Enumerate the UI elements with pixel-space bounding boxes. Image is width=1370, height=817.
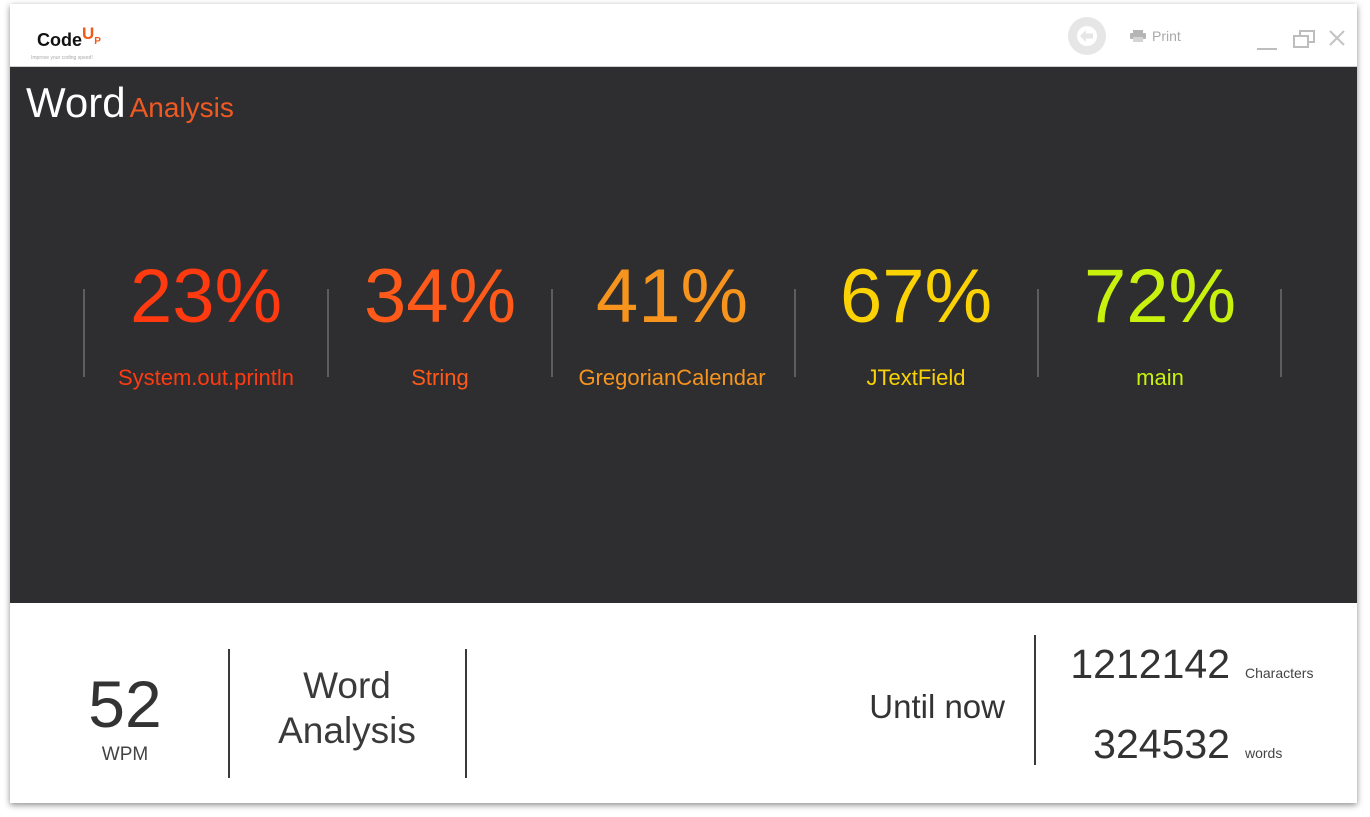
stat-divider — [327, 289, 329, 377]
page-title-word: Word — [26, 79, 126, 126]
stat-divider — [1280, 289, 1282, 377]
summary-divider — [1034, 635, 1036, 765]
stat-word-label: String — [411, 365, 469, 390]
page-title-analysis: Analysis — [129, 92, 234, 123]
print-button[interactable]: Print — [1130, 28, 1181, 44]
logo-tagline: Improve your coding speed! — [31, 55, 93, 61]
stat-item: 34% String — [320, 252, 560, 391]
close-button[interactable] — [1326, 28, 1352, 52]
stat-divider — [1037, 289, 1039, 377]
characters-count: 1212142 — [1070, 641, 1230, 687]
stat-percentage: 41% — [595, 254, 749, 339]
print-label: Print — [1152, 28, 1181, 44]
stat-word-label: System.out.println — [117, 365, 295, 390]
minimize-button[interactable] — [1255, 28, 1281, 52]
arrow-left-icon — [1077, 26, 1097, 46]
logo-up-text: U — [82, 24, 95, 43]
printer-icon — [1130, 30, 1146, 42]
stat-percentage: 67% — [839, 254, 993, 339]
app-window: CodeUP Improve your coding speed! Print — [10, 4, 1357, 803]
stat-item: 72% main — [1040, 252, 1280, 391]
wpm-label: WPM — [101, 744, 149, 765]
stat-item: 23% System.out.println — [86, 252, 326, 391]
restore-icon — [1293, 30, 1315, 48]
mode-label-line2: Analysis — [278, 710, 416, 751]
analysis-panel: Word Analysis 23% System.out.println 34% … — [10, 67, 1357, 603]
logo-code-text: Code — [37, 30, 82, 50]
stat-percentage: 23% — [129, 254, 283, 339]
mode-label-line1: Word — [303, 665, 391, 706]
words-count: 324532 — [1093, 721, 1230, 767]
summary-bar: 52 WPM Word Analysis Until now 1212142 C… — [10, 603, 1357, 803]
minimize-icon — [1257, 48, 1277, 50]
back-button[interactable] — [1068, 17, 1106, 55]
stat-word-label: main — [1136, 365, 1184, 390]
mode-label: Word Analysis — [242, 663, 452, 753]
stat-percentage: 72% — [1083, 254, 1237, 339]
stat-divider — [794, 289, 796, 377]
page-title: Word Analysis — [26, 79, 234, 127]
summary-divider — [228, 649, 230, 778]
title-bar: CodeUP Improve your coding speed! Print — [10, 4, 1357, 67]
until-now-label: Until now — [869, 688, 1005, 725]
close-icon — [1329, 30, 1345, 46]
words-label: words — [1245, 745, 1283, 761]
restore-button[interactable] — [1292, 28, 1318, 52]
stat-item: 41% GregorianCalendar — [552, 252, 792, 391]
wpm-value: 52 — [88, 667, 162, 741]
characters-label: Characters — [1245, 665, 1314, 681]
app-logo: CodeUP — [37, 24, 101, 51]
stat-divider — [83, 289, 85, 377]
summary-divider — [465, 649, 467, 778]
stat-percentage: 34% — [363, 254, 517, 339]
logo-p-text: P — [94, 36, 101, 47]
stat-item: 67% JTextField — [796, 252, 1036, 391]
stat-word-label: GregorianCalendar — [578, 365, 766, 390]
stat-word-label: JTextField — [866, 365, 966, 390]
stat-divider — [551, 289, 553, 377]
